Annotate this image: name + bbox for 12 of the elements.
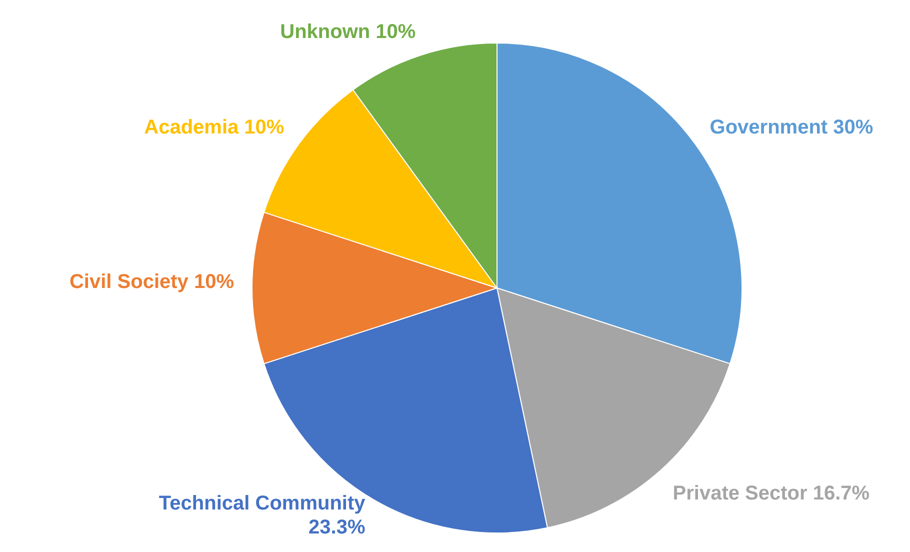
data-label: 30% [833, 116, 874, 138]
slice-label: Private Sector [672, 482, 808, 505]
slice-label: Government [710, 116, 828, 138]
data-label: 16.7% [812, 482, 870, 505]
data-label: 10% [244, 116, 284, 138]
data-label: 10% [194, 271, 234, 293]
slice-label: Civil Society [69, 271, 188, 293]
slice-label: Academia [144, 116, 239, 138]
data-label: 23.3% [308, 516, 366, 539]
slice-label: Technical Community [158, 492, 366, 515]
slice-label: Unknown [280, 20, 370, 43]
data-label: 10% [376, 20, 416, 43]
